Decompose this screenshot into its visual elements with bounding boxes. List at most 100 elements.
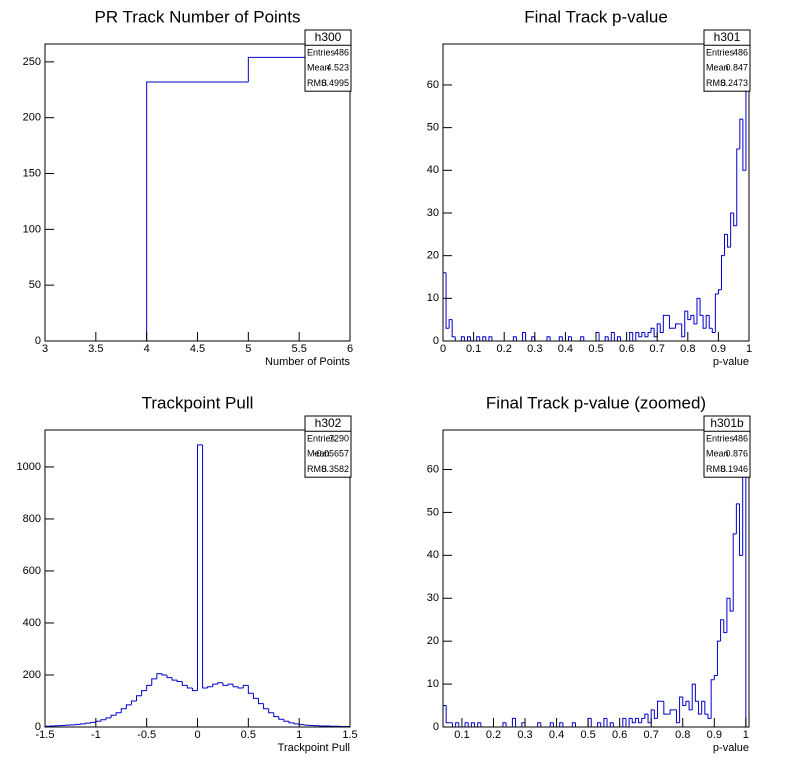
- histogram-bin: [237, 686, 244, 689]
- histogram-bin: [298, 723, 305, 726]
- stats-value: 7290: [329, 433, 349, 443]
- y-tick-label: 0: [433, 721, 439, 733]
- y-tick-label: 30: [427, 207, 439, 219]
- histogram-bin: [161, 673, 167, 676]
- x-tick-label: 0.1: [454, 729, 469, 741]
- histogram-bin: [653, 328, 658, 338]
- histogram-bin: [681, 323, 685, 338]
- histogram-bin: [454, 336, 459, 342]
- histogram-bin: [644, 332, 649, 338]
- histogram-bin: [263, 703, 269, 710]
- histogram-bin: [663, 701, 667, 715]
- stats-value: 0.4995: [321, 78, 349, 88]
- histogram-bin: [515, 718, 519, 728]
- histogram-bin: [668, 315, 673, 329]
- stats-value: 0.3582: [321, 464, 349, 474]
- x-axis-label: Number of Points: [265, 356, 350, 368]
- histogram-bin: [675, 323, 679, 329]
- histogram-bin: [657, 700, 661, 719]
- stats-box: [703, 29, 751, 92]
- histogram-bin: [476, 336, 480, 341]
- histogram-bin: [699, 298, 704, 316]
- histogram-bin: [659, 323, 664, 333]
- histogram-bin: [707, 714, 712, 719]
- histogram-bin: [571, 336, 575, 342]
- chart-title: Final Track p-value (zoomed): [486, 393, 706, 412]
- y-tick-label: 200: [23, 669, 41, 681]
- histogram-bin: [653, 709, 658, 719]
- stats-label: Mean: [706, 449, 729, 459]
- x-tick-label: 1: [296, 729, 302, 741]
- x-tick-label: -0.5: [137, 729, 156, 741]
- x-axis-label: p-value: [713, 356, 749, 368]
- histogram-bin: [691, 683, 696, 710]
- histogram-bin: [75, 723, 81, 725]
- histogram-bin: [242, 684, 249, 688]
- histogram-bin: [531, 336, 535, 341]
- histogram-bin: [610, 331, 615, 341]
- stats-name: h301: [714, 30, 741, 44]
- histogram-bin: [733, 212, 737, 227]
- stats-label: Entries: [307, 47, 336, 57]
- x-tick-label: 0.5: [241, 729, 256, 741]
- histogram-bin: [631, 718, 636, 724]
- histogram-bin: [268, 708, 274, 714]
- stats-label: Mean: [307, 449, 330, 459]
- histogram-bin: [232, 684, 239, 688]
- histogram-bin: [717, 289, 722, 295]
- histogram-bin: [505, 722, 510, 728]
- histogram-bin: [466, 336, 471, 341]
- histogram-bin: [125, 704, 132, 709]
- histogram-bin: [634, 717, 639, 723]
- stats-value: 0.847: [725, 63, 748, 73]
- histogram-bin: [716, 640, 721, 676]
- x-tick-label: 4.5: [190, 343, 205, 355]
- x-tick-label: 1.5: [342, 729, 357, 741]
- x-tick-label: 3: [42, 343, 48, 355]
- histogram-bin: [546, 336, 551, 341]
- histogram-bin: [696, 297, 701, 324]
- x-tick-label: 0: [440, 343, 446, 355]
- x-tick-label: 0.4: [549, 729, 564, 741]
- stats-box: [703, 415, 751, 478]
- histogram-bin: [705, 314, 710, 329]
- y-tick-label: 60: [427, 463, 439, 475]
- histogram-bin: [635, 331, 639, 341]
- histogram-bin: [273, 712, 279, 718]
- histogram-bin: [90, 721, 96, 724]
- histogram-bin: [558, 336, 563, 341]
- histogram-bin: [146, 684, 152, 691]
- x-tick-label: 0.5: [580, 729, 595, 741]
- histogram-bin: [136, 695, 142, 701]
- y-tick-label: 10: [427, 292, 439, 304]
- histogram-bin: [698, 701, 702, 715]
- histogram-bin: [197, 444, 203, 691]
- x-axis-label: Trackpoint Pull: [278, 742, 350, 754]
- y-tick-label: 250: [23, 56, 41, 68]
- histogram-bin: [662, 314, 667, 333]
- stats-label: Mean: [706, 63, 729, 73]
- histogram-bin: [293, 722, 300, 725]
- histogram-bin: [202, 444, 208, 689]
- histogram-bin: [522, 331, 526, 341]
- histogram-bin: [641, 331, 645, 337]
- y-tick-label: 0: [35, 721, 41, 733]
- histogram-bin: [701, 700, 705, 715]
- stats-value: 486: [334, 47, 349, 57]
- x-tick-label: 0.9: [711, 343, 726, 355]
- stats-value: -0.05657: [313, 449, 349, 459]
- stats-label: Entries: [706, 433, 735, 443]
- histogram-bin: [482, 336, 486, 341]
- histogram-bin: [612, 722, 617, 728]
- x-tick-label: 0.8: [680, 343, 695, 355]
- y-tick-label: 600: [23, 565, 41, 577]
- x-tick-label: 0.9: [707, 729, 722, 741]
- histogram-bin: [146, 81, 249, 341]
- histogram-bin: [105, 717, 112, 720]
- histogram-bin: [675, 709, 680, 724]
- histogram-bin: [571, 722, 576, 727]
- histogram-bin: [540, 722, 544, 728]
- histogram-bin: [735, 503, 740, 534]
- histogram-bin: [723, 619, 727, 634]
- histogram-bin: [710, 679, 715, 719]
